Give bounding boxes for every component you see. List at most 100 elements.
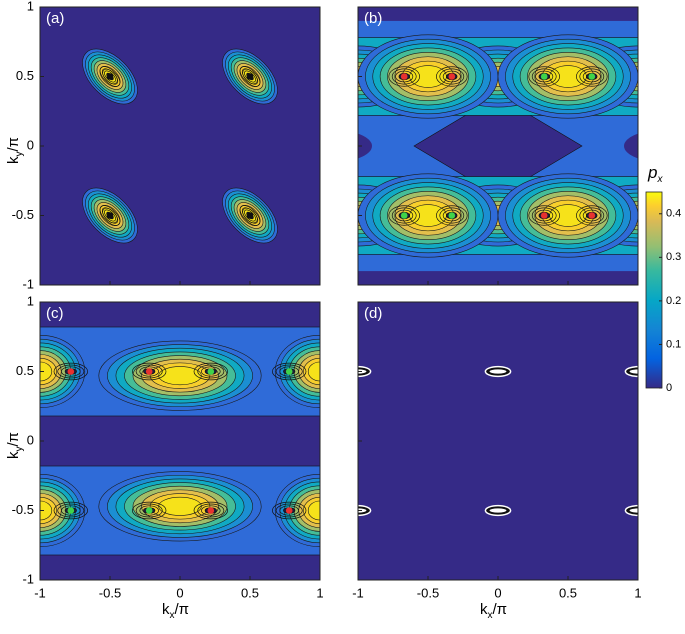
point bbox=[246, 73, 254, 80]
contour-core bbox=[139, 505, 159, 516]
contour-core bbox=[132, 362, 167, 381]
contour-core bbox=[241, 207, 259, 224]
x-axis-label: kx/π bbox=[162, 601, 189, 621]
panel-label: (a) bbox=[46, 10, 64, 27]
colorbar-label-base: p bbox=[647, 163, 657, 182]
contour-core bbox=[279, 505, 299, 516]
x-tick-label: 0 bbox=[494, 585, 501, 600]
contour-layer bbox=[40, 500, 53, 521]
y-tick-label: 0.5 bbox=[16, 68, 34, 83]
point bbox=[285, 507, 293, 514]
contour-core bbox=[391, 207, 417, 224]
colorbar bbox=[645, 191, 663, 389]
contour-core bbox=[582, 70, 601, 83]
contour-core bbox=[57, 364, 85, 379]
contour-core bbox=[101, 68, 119, 85]
point bbox=[540, 73, 548, 80]
contour-layer bbox=[409, 204, 447, 227]
contour-core bbox=[272, 362, 307, 381]
contour-layer bbox=[409, 65, 447, 88]
x-axis-label-rest: /π bbox=[175, 601, 190, 618]
x-tick-label: -1 bbox=[352, 585, 364, 600]
panel-background bbox=[40, 7, 320, 285]
point bbox=[145, 507, 153, 514]
contour-core bbox=[201, 505, 221, 516]
point bbox=[540, 212, 548, 219]
point bbox=[588, 73, 596, 80]
contour-core bbox=[629, 508, 638, 513]
colorbar-tick-label: 0.3 bbox=[666, 251, 681, 263]
contour-core bbox=[582, 209, 601, 222]
y-tick-label: 0 bbox=[27, 137, 34, 152]
contour-core bbox=[439, 68, 465, 85]
y-tick-label: 0 bbox=[27, 432, 34, 447]
contour-core bbox=[275, 503, 303, 518]
contour-core bbox=[436, 66, 468, 87]
contour-layer bbox=[549, 204, 587, 227]
contour-layer bbox=[549, 65, 587, 88]
contour-core bbox=[442, 70, 461, 83]
contour-core bbox=[358, 369, 367, 374]
contour-core bbox=[531, 207, 557, 224]
contour-core bbox=[61, 366, 81, 377]
point bbox=[448, 73, 456, 80]
y-tick-label: 0.5 bbox=[16, 363, 34, 378]
contour-core bbox=[395, 70, 414, 83]
y-axis-label-rest: /π bbox=[5, 432, 22, 447]
panel bbox=[40, 7, 320, 285]
panel bbox=[40, 302, 320, 580]
y-tick-label: -1 bbox=[22, 571, 34, 586]
contour-core bbox=[579, 207, 605, 224]
contour-core bbox=[576, 205, 608, 226]
contour-core bbox=[272, 501, 307, 520]
contour-hole bbox=[624, 133, 638, 159]
contour-core bbox=[436, 205, 468, 226]
x-tick-label: 0.5 bbox=[241, 585, 259, 600]
y-axis-label: ky/π bbox=[5, 432, 25, 459]
contour-core bbox=[193, 362, 228, 381]
panel bbox=[358, 7, 638, 285]
contour-core bbox=[135, 503, 163, 518]
x-tick-label: 0.5 bbox=[559, 585, 577, 600]
contour-layer bbox=[307, 500, 320, 521]
x-axis-label: kx/π bbox=[480, 601, 507, 621]
contour-core bbox=[388, 205, 420, 226]
point bbox=[106, 212, 114, 219]
contour-core bbox=[439, 207, 465, 224]
contour-core bbox=[244, 209, 256, 222]
y-tick-label: -1 bbox=[22, 276, 34, 291]
contour-core bbox=[279, 366, 299, 377]
x-tick-label: -0.5 bbox=[417, 585, 439, 600]
contour-core bbox=[201, 366, 221, 377]
point bbox=[67, 507, 75, 514]
point bbox=[106, 73, 114, 80]
panel-label: (b) bbox=[364, 10, 382, 27]
contour-core bbox=[629, 369, 638, 374]
contour-layer bbox=[307, 361, 320, 382]
contour-core bbox=[99, 205, 121, 226]
contour-core bbox=[53, 362, 88, 381]
contour-core bbox=[132, 501, 167, 520]
contour-core bbox=[395, 209, 414, 222]
y-axis-label-sub: y bbox=[14, 152, 25, 157]
x-axis-label-sub: x bbox=[170, 610, 175, 621]
contour-core bbox=[197, 503, 225, 518]
contour-core bbox=[528, 205, 560, 226]
contour-core bbox=[489, 369, 507, 374]
x-axis-label-sub: x bbox=[488, 610, 493, 621]
y-axis-label-rest: /π bbox=[5, 137, 22, 152]
x-tick-label: 0 bbox=[176, 585, 183, 600]
contour-core bbox=[53, 501, 88, 520]
point bbox=[207, 368, 215, 375]
contour-core bbox=[241, 68, 259, 85]
point bbox=[285, 368, 293, 375]
colorbar-tick-label: 0.4 bbox=[666, 208, 681, 220]
colorbar-label-sub: x bbox=[656, 174, 663, 185]
point bbox=[400, 73, 408, 80]
contour-core bbox=[61, 505, 81, 516]
x-tick-label: -1 bbox=[34, 585, 46, 600]
contour-core bbox=[391, 68, 417, 85]
contour-core bbox=[104, 209, 116, 222]
contour-core bbox=[576, 66, 608, 87]
